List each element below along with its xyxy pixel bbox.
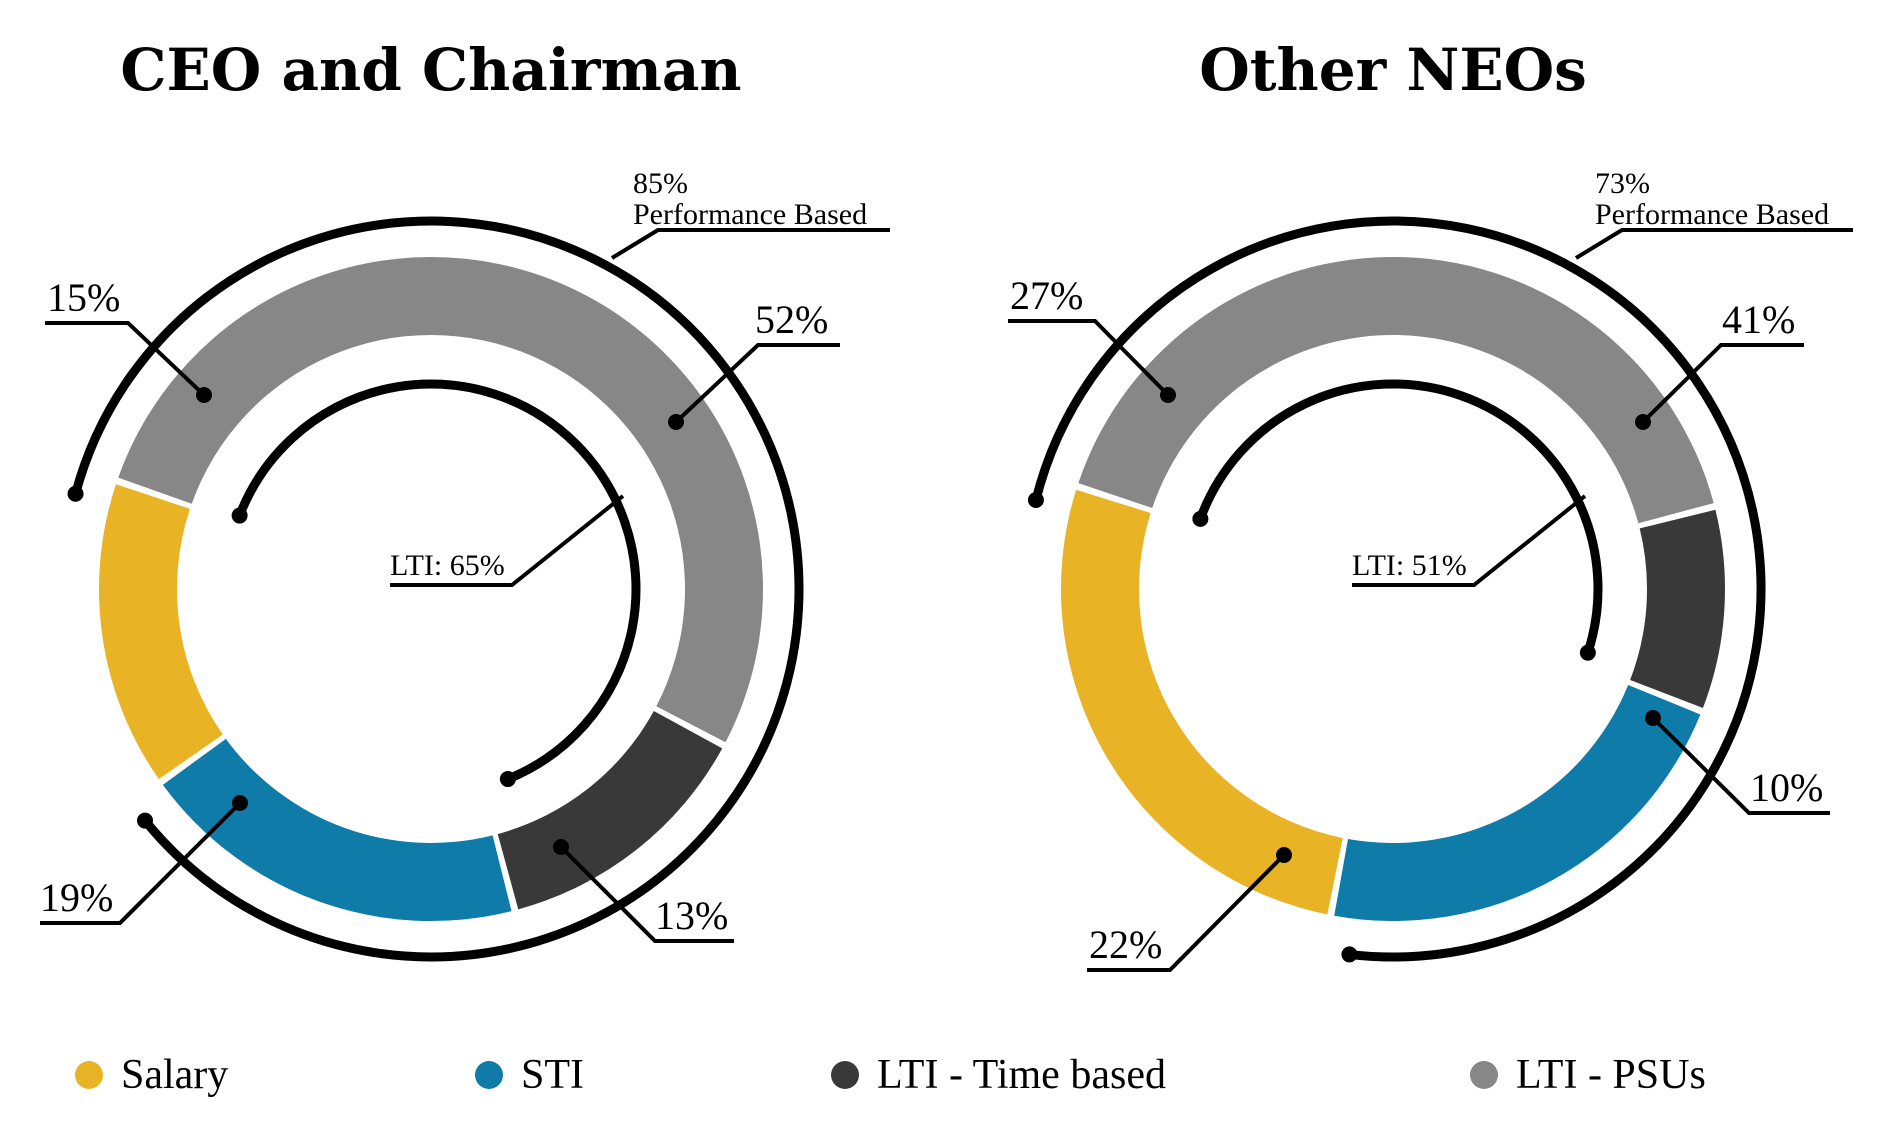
lti-total-label: LTI: 65% — [390, 549, 505, 582]
psu-leader-line — [674, 343, 840, 424]
sti-slice — [1334, 684, 1701, 922]
salary-value-label: 27% — [1010, 273, 1083, 318]
salary-leader-dot — [196, 387, 212, 403]
lti-arc-end-marker — [1579, 644, 1596, 661]
lti-psu-slice — [118, 256, 764, 743]
psu-leader-line — [1641, 343, 1804, 424]
sti-leader-line — [1087, 853, 1286, 972]
salary-leader-dot — [1160, 387, 1176, 403]
lti-total-arc — [235, 379, 641, 784]
time-leader-line — [1651, 716, 1830, 815]
psu-value-label: 41% — [1722, 297, 1795, 342]
legend-label: STI — [521, 1052, 584, 1098]
lti-leader-line — [390, 494, 625, 587]
sti-leader-line — [40, 801, 242, 925]
time-leader-dot — [553, 839, 569, 855]
ceo-chart: CEO and Chairman 85% Performance Based L… — [40, 36, 890, 962]
legend-item-lti-time-based: LTI - Time based — [831, 1052, 1166, 1098]
psu-leader-dot — [668, 414, 684, 430]
chart-title: CEO and Chairman — [120, 36, 741, 104]
legend-item-lti-psus: LTI - PSUs — [1470, 1052, 1706, 1098]
legend-label: LTI - PSUs — [1516, 1052, 1706, 1098]
lti-time-based-slice — [1630, 509, 1725, 708]
lti-total-label: LTI: 51% — [1352, 549, 1467, 582]
chart-title: Other NEOs — [1199, 36, 1587, 104]
performance-text-label: Performance Based — [1595, 198, 1829, 231]
salary-slice — [1061, 489, 1343, 915]
lti-leader-line — [1352, 494, 1587, 587]
salary-leader-line — [45, 321, 206, 397]
time-leader-line — [559, 845, 734, 943]
performance-based-arc — [71, 216, 804, 962]
sti-leader-dot — [232, 795, 248, 811]
sti-value-label: 19% — [40, 875, 113, 920]
lti-psu-slice — [1078, 257, 1714, 524]
donut-slices — [1061, 257, 1725, 922]
legend: Salary STI LTI - Time based LTI - PSUs — [75, 1052, 1706, 1098]
psu-leader-dot — [1635, 414, 1651, 430]
sti-value-label: 22% — [1089, 922, 1162, 967]
legend-swatch — [831, 1061, 859, 1089]
salary-leader-line — [1008, 319, 1170, 397]
legend-swatch — [1470, 1061, 1498, 1089]
salary-value-label: 15% — [47, 275, 120, 320]
performance-arc-end-marker — [137, 812, 154, 829]
lti-arc-end-marker — [499, 771, 516, 788]
performance-leader-line — [610, 228, 890, 260]
legend-swatch — [75, 1061, 103, 1089]
donut-slices — [99, 256, 764, 921]
sti-slice — [162, 738, 512, 921]
lti-arc-end-marker — [1192, 510, 1209, 527]
lti-total-arc — [1195, 379, 1603, 658]
legend-item-sti: STI — [475, 1052, 584, 1098]
time-value-label: 10% — [1750, 765, 1823, 810]
legend-label: LTI - Time based — [877, 1052, 1166, 1098]
legend-swatch — [475, 1061, 503, 1089]
time-value-label: 13% — [655, 893, 728, 938]
performance-leader-line — [1574, 228, 1853, 260]
performance-text-label: Performance Based — [633, 198, 867, 231]
other-neos-chart: Other NEOs 73% Performance Based LTI: 51… — [1008, 36, 1853, 972]
legend-label: Salary — [121, 1052, 228, 1098]
performance-based-arc — [1031, 216, 1766, 962]
performance-arc-end-marker — [1027, 491, 1044, 508]
performance-arc-end-marker — [1341, 946, 1358, 963]
performance-arc-end-marker — [67, 485, 84, 502]
salary-slice — [99, 484, 223, 780]
performance-pct-label: 73% — [1595, 167, 1650, 200]
lti-time-based-slice — [497, 710, 723, 910]
psu-value-label: 52% — [755, 297, 828, 342]
time-leader-dot — [1645, 710, 1661, 726]
performance-pct-label: 85% — [633, 167, 688, 200]
legend-item-salary: Salary — [75, 1052, 228, 1098]
lti-arc-end-marker — [231, 507, 248, 524]
sti-leader-dot — [1276, 847, 1292, 863]
